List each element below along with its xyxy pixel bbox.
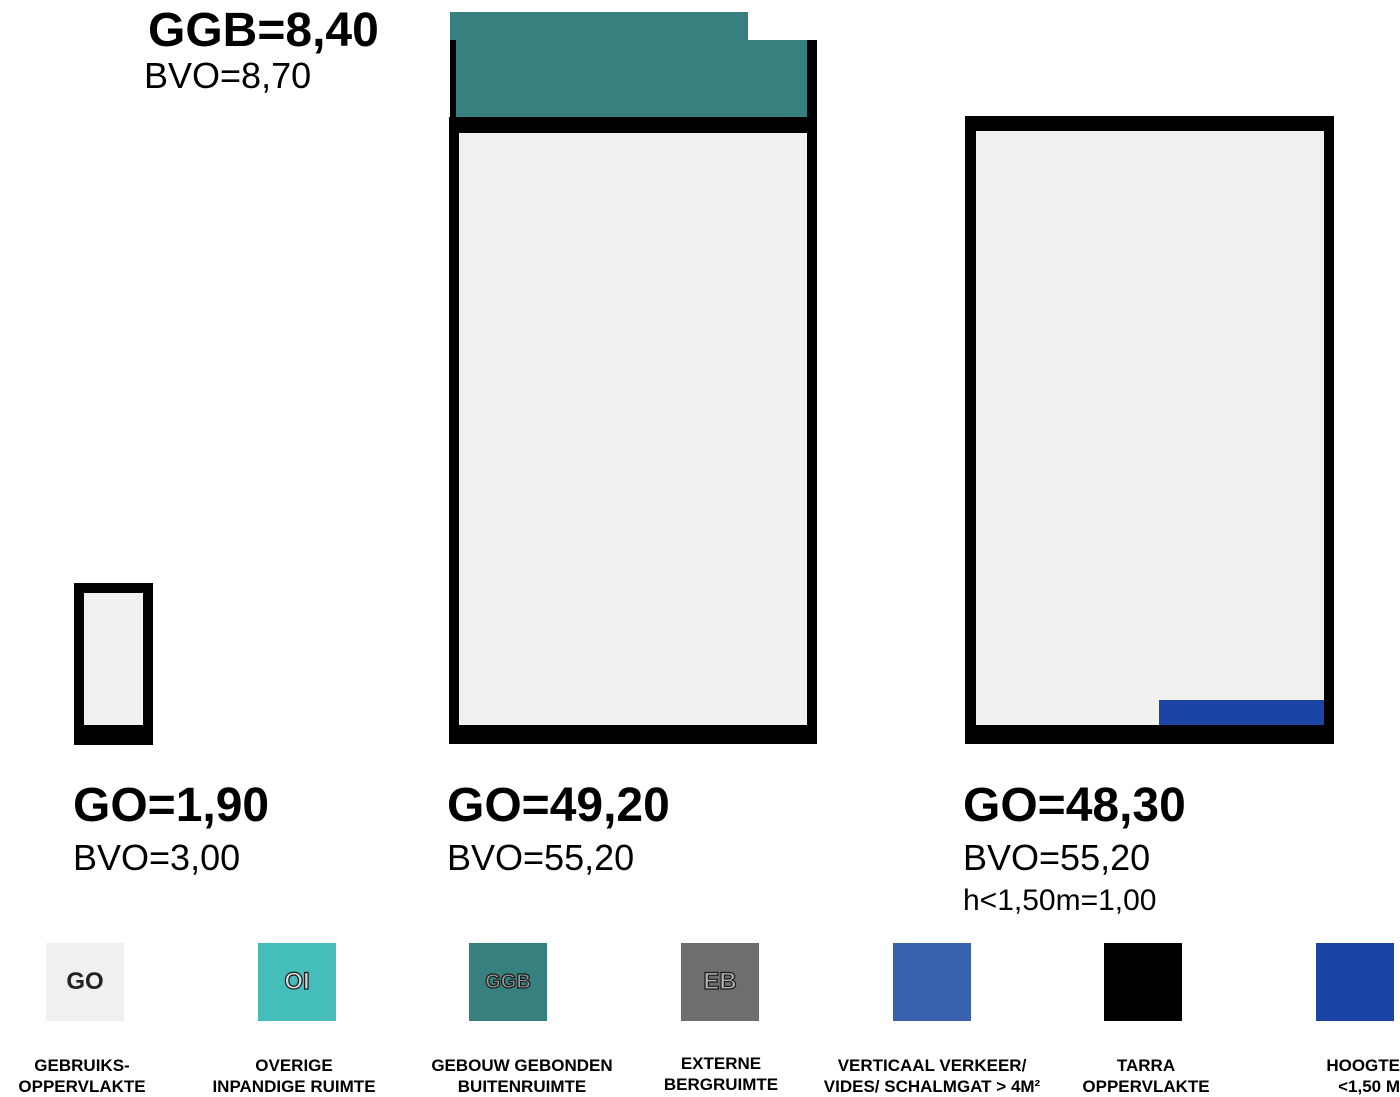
legend-label-go: GEBRUIKS- OPPERVLAKTE bbox=[18, 1056, 146, 1096]
unit1-go-area bbox=[84, 593, 143, 725]
legend-swatch-verticaal-verkeer bbox=[893, 943, 971, 1021]
unit3-bvo-label: BVO=55,20 bbox=[963, 837, 1151, 878]
unit1-go-label: GO=1,90 bbox=[73, 779, 270, 832]
legend-swatch-tarra bbox=[1104, 943, 1182, 1021]
legend-code-eb: EB bbox=[703, 967, 738, 995]
balcony-bvo-label: BVO=8,70 bbox=[144, 55, 312, 96]
legend-swatch-oi: OI bbox=[258, 943, 336, 1021]
legend-swatch-go: GO bbox=[46, 943, 124, 1021]
legend-swatch-hoogte bbox=[1316, 943, 1394, 1021]
unit2-go-label: GO=49,20 bbox=[447, 779, 670, 832]
legend-code-oi: OI bbox=[284, 967, 311, 995]
legend-code-go: GO bbox=[66, 968, 104, 995]
legend-label-oi: OVERIGE INPANDIGE RUIMTE bbox=[212, 1056, 376, 1096]
legend-code-ggb: GGB bbox=[485, 970, 532, 993]
legend-label-hoogte: HOOGTE <1,50 M bbox=[1326, 1056, 1400, 1096]
legend-label-tarra: TARRA OPPERVLAKTE bbox=[1082, 1056, 1210, 1096]
unit3-low-height-area bbox=[1159, 700, 1324, 725]
legend-label-ggb: GEBOUW GEBONDEN BUITENRUIMTE bbox=[431, 1056, 613, 1096]
unit2-go-area bbox=[459, 133, 807, 725]
legend-label-verticaal-verkeer: VERTICAAL VERKEER/ VIDES/ SCHALMGAT > 4M… bbox=[823, 1056, 1041, 1096]
unit2-balcony-upper bbox=[450, 12, 748, 42]
unit3-go-area bbox=[976, 131, 1324, 725]
unit2-bvo-label: BVO=55,20 bbox=[447, 837, 635, 878]
unit3-go-label: GO=48,30 bbox=[963, 779, 1186, 832]
unit1-bvo-label: BVO=3,00 bbox=[73, 837, 241, 878]
unit3-low-height-label: h<1,50m=1,00 bbox=[963, 884, 1157, 917]
legend-swatch-eb: EB bbox=[681, 943, 759, 1021]
balcony-ggb-label: GGB=8,40 bbox=[148, 4, 379, 57]
unit2-balcony-ggb bbox=[456, 40, 807, 117]
legend-label-eb: EXTERNE BERGRUIMTE bbox=[663, 1054, 779, 1094]
legend-swatch-ggb: GGB bbox=[469, 943, 547, 1021]
